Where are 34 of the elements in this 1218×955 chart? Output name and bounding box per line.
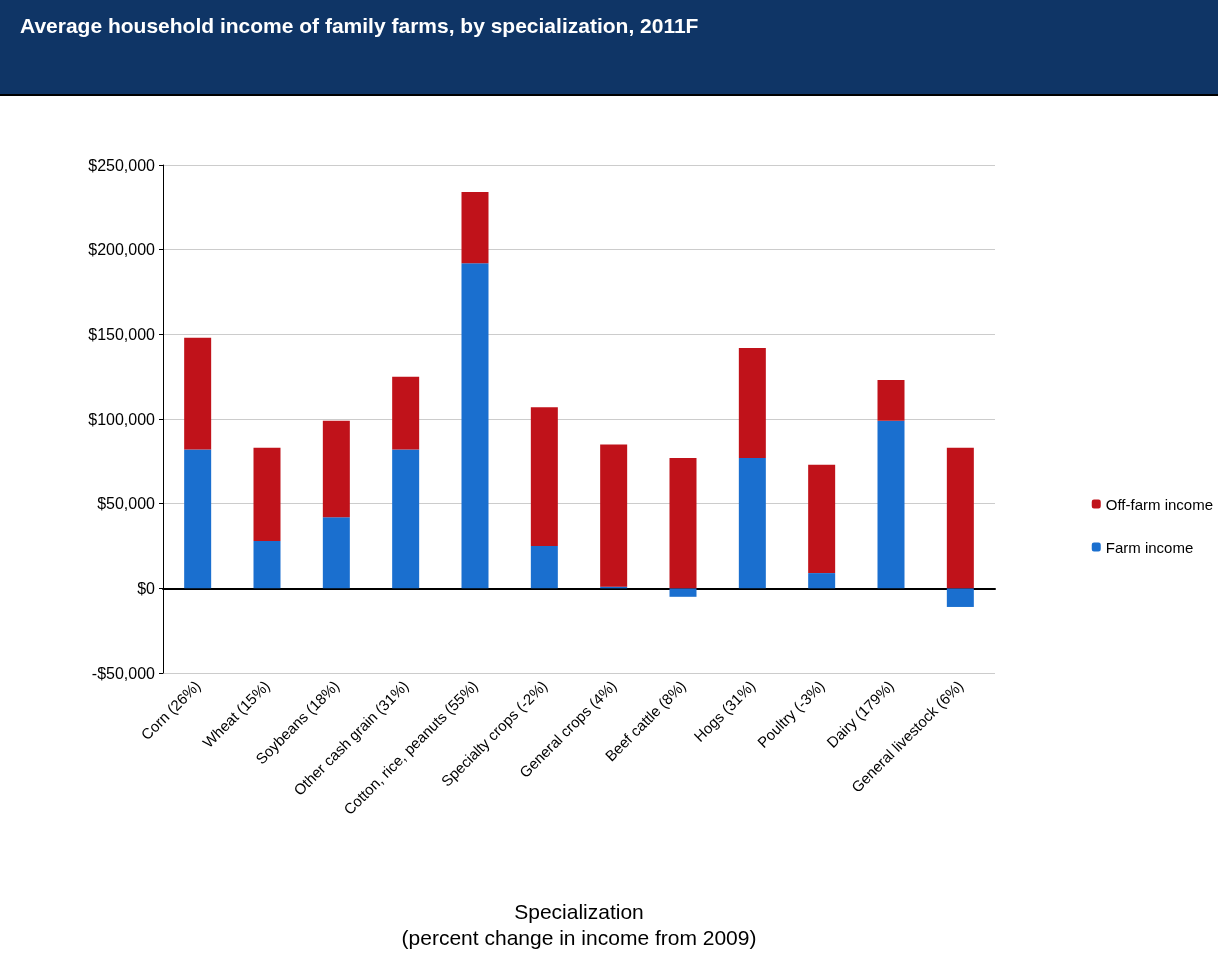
bar — [461, 263, 489, 589]
x-axis-title: Specialization (percent change in income from 2009) — [401, 899, 757, 949]
y-tick-label: $250,000 — [88, 156, 156, 174]
bar — [669, 588, 697, 597]
bar — [877, 420, 905, 589]
bar — [738, 457, 766, 589]
bar — [808, 573, 836, 589]
y-tick-label: $100,000 — [88, 410, 156, 428]
y-tick-label: -$50,000 — [91, 664, 156, 682]
bar — [184, 449, 212, 589]
y-tick-label: $150,000 — [88, 325, 156, 343]
bar — [461, 192, 489, 264]
legend-label: Off-farm income — [1105, 495, 1213, 513]
bar — [530, 546, 558, 589]
bar — [253, 447, 281, 541]
bar — [600, 444, 628, 587]
bar — [322, 420, 350, 518]
bar — [322, 517, 350, 589]
bar — [392, 449, 420, 589]
bar — [669, 457, 697, 589]
legend-label: Farm income — [1105, 538, 1194, 556]
bar — [946, 588, 974, 607]
bar — [738, 347, 766, 458]
bar — [253, 540, 281, 589]
y-tick-label: $200,000 — [88, 241, 156, 259]
bar — [184, 337, 212, 450]
bar — [877, 380, 905, 421]
y-tick-label: $0 — [137, 579, 156, 597]
bar — [808, 464, 836, 574]
bar — [392, 376, 420, 450]
y-tick-label: $50,000 — [97, 495, 156, 513]
chart-title: Average household income of family farms, by specialization, 2011F — [0, 0, 1218, 96]
bar — [530, 407, 558, 546]
bar — [946, 447, 974, 589]
